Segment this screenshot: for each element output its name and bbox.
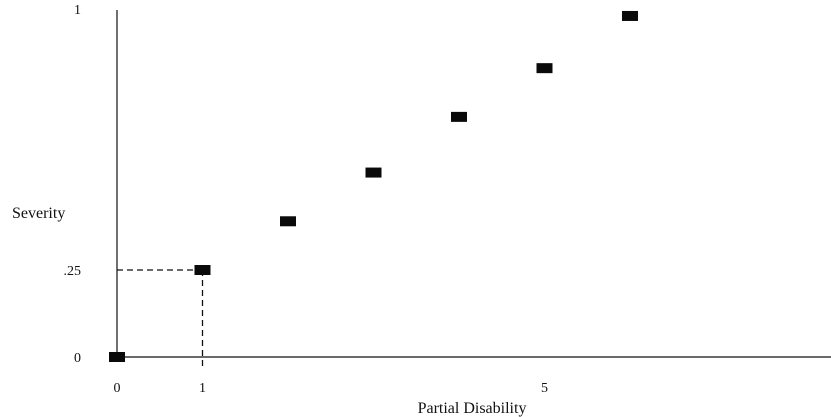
x-tick-label: 0 xyxy=(114,381,121,396)
reference-lines xyxy=(117,269,204,367)
axes xyxy=(110,10,831,358)
data-point xyxy=(451,111,467,122)
data-point xyxy=(536,63,553,74)
data-point xyxy=(365,167,382,178)
data-point xyxy=(622,10,638,21)
data-point xyxy=(194,265,211,275)
x-axis-label: Partial Disability xyxy=(418,400,527,417)
x-tick-label: 5 xyxy=(541,381,548,396)
y-axis-label: Severity xyxy=(12,205,65,222)
x-tick-labels: 0 1 5 xyxy=(114,381,549,396)
y-tick-label: .25 xyxy=(64,264,82,279)
data-points xyxy=(109,10,638,362)
y-tick-labels: 0 .25 1 xyxy=(64,3,82,366)
data-point xyxy=(280,216,296,227)
y-tick-label: 1 xyxy=(74,3,81,18)
x-tick-label: 1 xyxy=(199,381,206,396)
data-point xyxy=(109,352,125,362)
y-tick-label: 0 xyxy=(74,351,81,366)
